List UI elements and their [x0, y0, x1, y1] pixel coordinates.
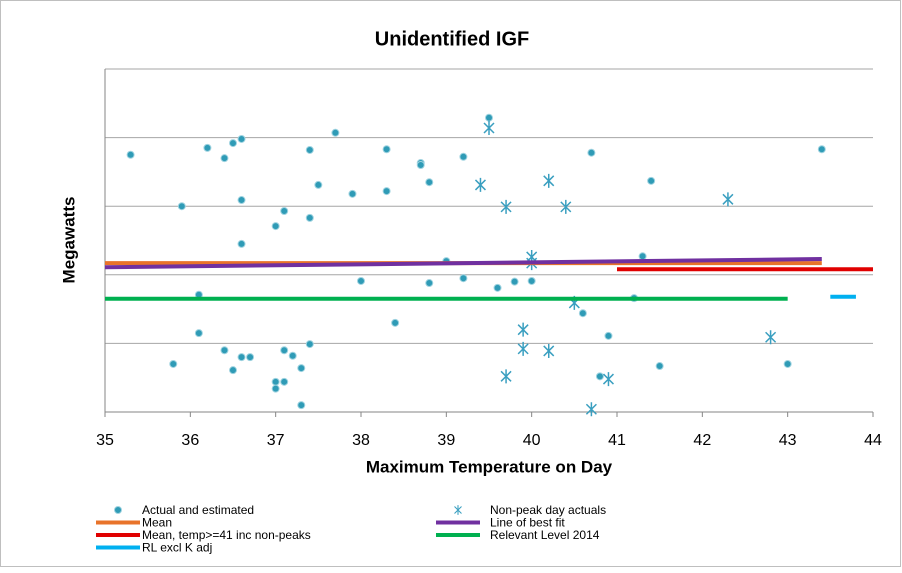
legend-label: Mean	[142, 516, 172, 530]
point	[722, 192, 734, 207]
x-tick-label: 40	[523, 432, 541, 449]
point	[517, 341, 529, 356]
point	[485, 113, 493, 122]
point	[305, 340, 314, 349]
point	[655, 362, 664, 371]
x-tick-label: 44	[864, 432, 882, 449]
point	[357, 276, 365, 285]
x-axis-title: Maximum Temperature on Day	[366, 457, 613, 476]
point	[237, 239, 246, 248]
point	[585, 402, 597, 417]
x-tick-label: 42	[693, 432, 711, 449]
point	[595, 372, 604, 381]
point	[382, 187, 391, 196]
point	[578, 309, 587, 318]
x-tick-label: 37	[267, 432, 285, 449]
point	[783, 359, 792, 368]
x-tick-label: 43	[779, 432, 797, 449]
point	[280, 377, 289, 386]
x-tick-label: 38	[352, 432, 370, 449]
point	[237, 353, 246, 362]
point	[271, 377, 280, 386]
point	[177, 202, 186, 211]
point	[382, 145, 391, 154]
point	[331, 128, 340, 137]
point	[500, 369, 512, 384]
x-tick-label: 35	[96, 432, 114, 449]
chart-title: Unidentified IGF	[375, 28, 529, 50]
point	[229, 139, 237, 148]
point	[500, 199, 512, 214]
point	[229, 366, 237, 375]
point	[297, 401, 306, 410]
point	[817, 145, 826, 154]
point	[280, 346, 289, 355]
point	[288, 351, 297, 360]
point	[416, 161, 425, 170]
point	[297, 364, 306, 373]
point	[459, 274, 468, 283]
point	[527, 276, 536, 285]
point	[587, 148, 596, 157]
point	[220, 346, 229, 355]
point	[305, 145, 314, 154]
point	[510, 277, 519, 286]
legend-label: Relevant Level 2014	[490, 528, 600, 542]
point	[305, 213, 314, 222]
point	[474, 177, 486, 192]
legend-label: Line of best fit	[490, 516, 565, 530]
legend-swatch	[454, 505, 462, 515]
point	[246, 353, 255, 362]
series-line	[104, 257, 822, 270]
point	[169, 359, 178, 368]
point	[459, 152, 468, 161]
point	[194, 329, 203, 338]
point	[543, 173, 555, 188]
point	[560, 199, 572, 214]
point	[271, 222, 280, 231]
point	[220, 154, 229, 163]
point	[765, 330, 777, 345]
x-tick-label: 41	[608, 432, 626, 449]
point	[391, 318, 400, 327]
point	[425, 279, 434, 288]
point	[203, 143, 212, 152]
point	[483, 120, 495, 135]
legend-label: Non-peak day actuals	[490, 503, 606, 517]
legend-label: Actual and estimated	[142, 503, 254, 517]
point	[604, 331, 613, 340]
point	[237, 134, 246, 143]
point	[517, 322, 529, 337]
legend-label: RL excl K adj	[142, 541, 212, 555]
point	[602, 372, 614, 387]
point	[638, 252, 647, 261]
point	[314, 180, 323, 189]
point	[237, 196, 246, 205]
point	[647, 176, 656, 185]
point	[271, 384, 280, 393]
point	[493, 283, 502, 292]
legend-swatch	[114, 506, 122, 514]
point	[425, 178, 434, 187]
x-tick-label: 36	[181, 432, 199, 449]
point	[126, 150, 135, 159]
point	[348, 189, 357, 198]
y-axis-title: Megawatts	[59, 197, 78, 284]
point	[543, 343, 555, 358]
legend-label: Mean, temp>=41 inc non-peaks	[142, 528, 311, 542]
point	[280, 207, 289, 216]
x-tick-label: 39	[437, 432, 455, 449]
